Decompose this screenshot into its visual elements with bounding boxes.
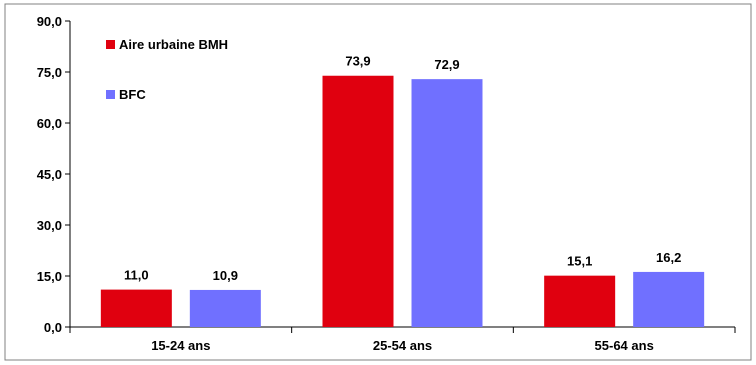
- bar-bfc-1: [411, 79, 483, 327]
- legend: Aire urbaine BMH BFC: [106, 37, 228, 102]
- bar-bfc-0: [189, 289, 261, 327]
- x-category-label: 15-24 ans: [151, 338, 210, 353]
- data-label: 15,1: [567, 254, 592, 269]
- x-category-label: 55-64 ans: [595, 338, 654, 353]
- y-tick-label: 45,0: [37, 167, 62, 182]
- bar-aire-urbaine-bmh-1: [322, 75, 394, 328]
- y-tick-label: 75,0: [37, 65, 62, 80]
- bar-bfc-2: [633, 271, 705, 327]
- y-tick-label: 90,0: [37, 14, 62, 29]
- x-category-label: 25-54 ans: [373, 338, 432, 353]
- y-tick-label: 15,0: [37, 269, 62, 284]
- y-tick-label: 30,0: [37, 218, 62, 233]
- bar-aire-urbaine-bmh-0: [100, 289, 172, 327]
- legend-label: Aire urbaine BMH: [119, 37, 228, 52]
- x-axis: 15-24 ans 25-54 ans 55-64 ans: [69, 326, 736, 353]
- bar-aire-urbaine-bmh-2: [544, 275, 616, 327]
- data-label: 11,0: [124, 268, 149, 283]
- legend-label: BFC: [119, 87, 146, 102]
- data-label: 73,9: [345, 54, 370, 69]
- y-tick-label: 0,0: [44, 320, 62, 335]
- legend-swatch: [106, 90, 115, 99]
- y-axis: 0,0 15,0 30,0 45,0 60,0 75,0 90,0: [37, 14, 71, 335]
- legend-swatch: [106, 40, 115, 49]
- y-tick-label: 60,0: [37, 116, 62, 131]
- data-label: 16,2: [656, 250, 681, 265]
- bars: 11,0 10,9 73,9 72,9 15,1 16,2: [100, 54, 705, 328]
- data-label: 10,9: [213, 268, 238, 283]
- data-label: 72,9: [434, 57, 459, 72]
